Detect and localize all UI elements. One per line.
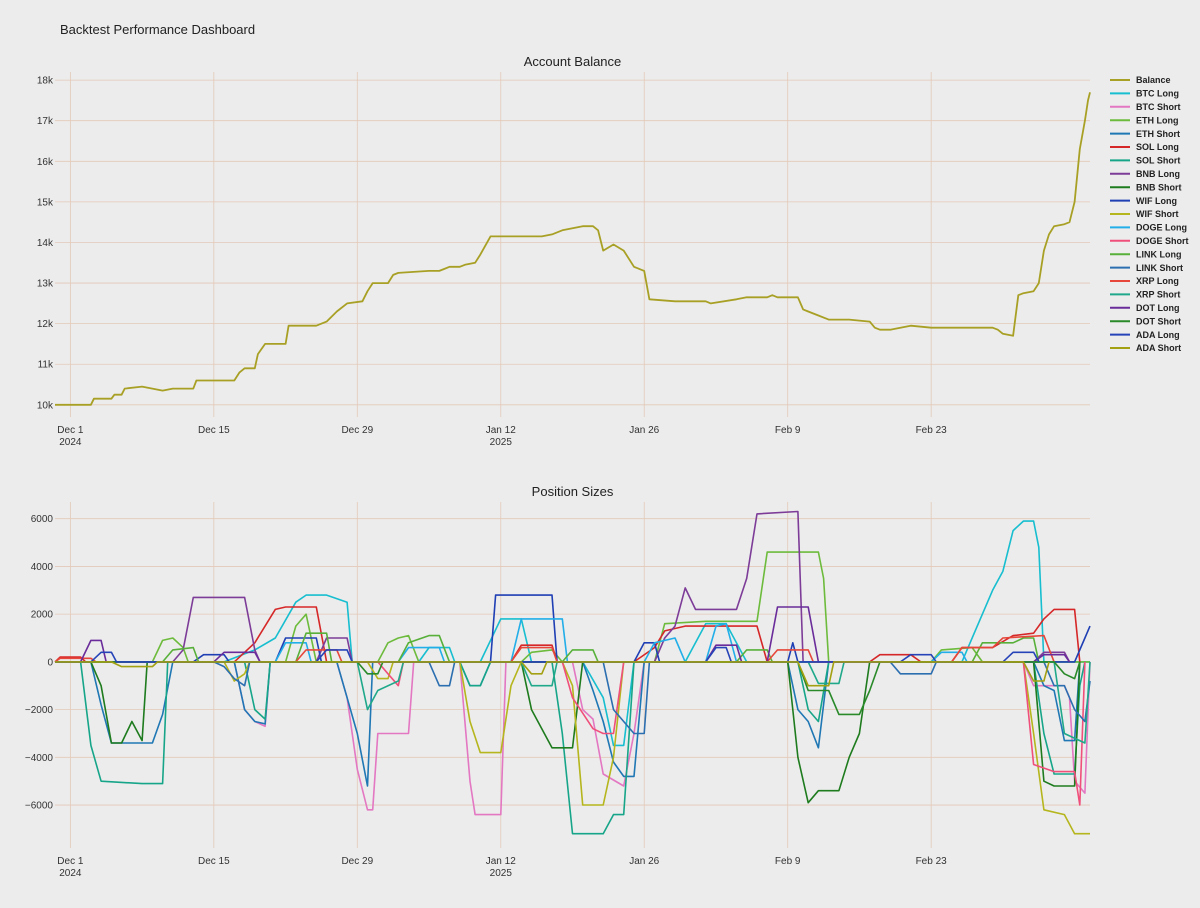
x-tick-year-label: 2024 xyxy=(59,437,82,448)
legend-label: XRP Long xyxy=(1136,276,1179,286)
x-tick-label: Dec 15 xyxy=(198,425,230,436)
x-tick-label: Feb 9 xyxy=(775,425,801,436)
x-tick-year-label: 2024 xyxy=(59,868,82,879)
chart-legend[interactable]: Balance BTC Long BTC Short ETH Long ETH Shor… xyxy=(1110,75,1189,353)
legend-label: XRP Short xyxy=(1136,290,1180,300)
series-line-xrp-short xyxy=(55,661,1091,744)
y-tick-label: 18k xyxy=(37,76,54,87)
legend-item-link-short[interactable]: LINK Short xyxy=(1110,263,1183,273)
legend-label: BTC Long xyxy=(1136,89,1179,99)
y-tick-label: 12k xyxy=(37,319,54,330)
y-tick-label: 6000 xyxy=(31,514,54,525)
legend-item-bnb-long[interactable]: BNB Long xyxy=(1110,169,1180,179)
y-tick-label: −4000 xyxy=(25,753,54,764)
legend-label: BNB Short xyxy=(1136,182,1182,192)
legend-label: Balance xyxy=(1136,75,1171,85)
legend-item-wif-short[interactable]: WIF Short xyxy=(1110,209,1179,219)
series-line-balance xyxy=(55,92,1091,406)
legend-label: DOGE Long xyxy=(1136,223,1187,233)
y-tick-label: 17k xyxy=(37,116,54,127)
legend-label: SOL Long xyxy=(1136,142,1179,152)
series-line-wif-long xyxy=(55,594,1091,663)
series-line-sol-long xyxy=(54,606,1081,663)
series-line-dot-short xyxy=(55,661,1081,716)
legend-item-xrp-short[interactable]: XRP Short xyxy=(1110,290,1180,300)
y-tick-label: 14k xyxy=(37,238,54,249)
legend-label: LINK Long xyxy=(1136,249,1182,259)
x-tick-label: Dec 29 xyxy=(341,425,373,436)
x-tick-label: Jan 12 xyxy=(486,425,516,436)
series-line-doge-long xyxy=(55,618,968,663)
legend-item-dot-short[interactable]: DOT Short xyxy=(1110,316,1181,326)
legend-item-dot-long[interactable]: DOT Long xyxy=(1110,303,1180,313)
y-tick-label: 4000 xyxy=(31,562,54,573)
y-tick-label: 0 xyxy=(47,657,53,668)
y-tick-label: 15k xyxy=(37,197,54,208)
y-tick-label: 16k xyxy=(37,157,54,168)
legend-label: SOL Short xyxy=(1136,156,1180,166)
legend-item-eth-long[interactable]: ETH Long xyxy=(1110,115,1179,125)
legend-item-link-long[interactable]: LINK Long xyxy=(1110,249,1182,259)
legend-item-doge-long[interactable]: DOGE Long xyxy=(1110,223,1187,233)
series-line-link-short xyxy=(55,661,1091,735)
x-tick-label: Jan 12 xyxy=(486,856,516,867)
legend-label: ETH Short xyxy=(1136,129,1180,139)
legend-item-sol-short[interactable]: SOL Short xyxy=(1110,156,1180,166)
x-tick-label: Feb 9 xyxy=(775,856,801,867)
x-tick-year-label: 2025 xyxy=(490,868,513,879)
legend-label: ADA Long xyxy=(1136,330,1180,340)
legend-label: BTC Short xyxy=(1136,102,1181,112)
legend-item-btc-long[interactable]: BTC Long xyxy=(1110,89,1179,99)
chart-title: Account Balance xyxy=(524,54,622,69)
legend-label: ADA Short xyxy=(1136,343,1181,353)
legend-label: DOT Long xyxy=(1136,303,1180,313)
x-tick-label: Dec 29 xyxy=(341,856,373,867)
legend-label: WIF Long xyxy=(1136,196,1177,206)
position-sizes-chart: Position Sizes −6000 −4000 −2000 0 2000 4000 60… xyxy=(25,484,1091,879)
y-tick-label: 10k xyxy=(37,400,54,411)
y-tick-label: 11k xyxy=(38,360,54,371)
legend-item-balance[interactable]: Balance xyxy=(1110,75,1171,85)
legend-label: DOGE Short xyxy=(1136,236,1189,246)
legend-item-xrp-long[interactable]: XRP Long xyxy=(1110,276,1179,286)
x-tick-label: Jan 26 xyxy=(629,856,659,867)
y-tick-label: −6000 xyxy=(25,801,54,812)
legend-label: BNB Long xyxy=(1136,169,1180,179)
y-tick-label: −2000 xyxy=(25,705,54,716)
x-tick-label: Jan 26 xyxy=(629,425,659,436)
legend-item-eth-short[interactable]: ETH Short xyxy=(1110,129,1180,139)
x-tick-label: Feb 23 xyxy=(916,856,948,867)
page-title: Backtest Performance Dashboard xyxy=(60,22,256,37)
chart-title: Position Sizes xyxy=(532,484,614,499)
legend-label: ETH Long xyxy=(1136,115,1179,125)
series-line-btc-long xyxy=(55,520,1090,747)
x-tick-label: Feb 23 xyxy=(916,425,948,436)
legend-label: LINK Short xyxy=(1136,263,1183,273)
legend-item-ada-long[interactable]: ADA Long xyxy=(1110,330,1180,340)
series-line-xrp-long xyxy=(54,634,1055,663)
account-balance-chart: Account Balance 10k 11k 12k 13k 14k 15k 16k 17k 1… xyxy=(37,54,1091,448)
x-tick-label: Dec 15 xyxy=(198,856,230,867)
legend-item-doge-short[interactable]: DOGE Short xyxy=(1110,236,1189,246)
legend-item-bnb-short[interactable]: BNB Short xyxy=(1110,182,1182,192)
series-line-ada-short xyxy=(55,661,1050,687)
series-line-doge-short xyxy=(55,661,1086,806)
series-line-eth-long xyxy=(55,551,1090,663)
legend-label: WIF Short xyxy=(1136,209,1179,219)
x-tick-year-label: 2025 xyxy=(490,437,513,448)
series-line-dot-long xyxy=(55,606,1071,663)
y-tick-label: 13k xyxy=(37,279,54,290)
y-tick-label: 2000 xyxy=(31,610,54,621)
x-tick-label: Dec 1 xyxy=(57,856,84,867)
legend-item-btc-short[interactable]: BTC Short xyxy=(1110,102,1181,112)
legend-item-ada-short[interactable]: ADA Short xyxy=(1110,343,1181,353)
legend-label: DOT Short xyxy=(1136,316,1181,326)
legend-item-sol-long[interactable]: SOL Long xyxy=(1110,142,1179,152)
x-tick-label: Dec 1 xyxy=(57,425,84,436)
series-line-bnb-long xyxy=(55,510,1071,663)
legend-item-wif-long[interactable]: WIF Long xyxy=(1110,196,1177,206)
